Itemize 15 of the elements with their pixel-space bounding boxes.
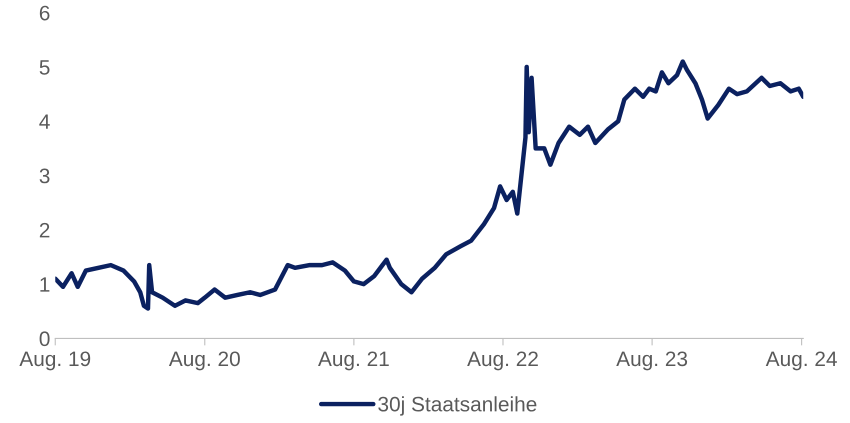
- y-tick-label: 4: [39, 114, 50, 129]
- x-tick-label: Aug. 20: [168, 351, 240, 370]
- y-tick-label: 2: [40, 222, 50, 238]
- x-tick-label: Aug. 24: [766, 351, 837, 370]
- y-tick-label: 1: [40, 277, 50, 292]
- line-series: [55, 59, 804, 311]
- y-tick-label: 5: [40, 60, 50, 75]
- x-tick-label: Aug. 19: [19, 351, 90, 370]
- y-tick-label: 6: [40, 6, 50, 20]
- legend-label: 30j Staatsanleihe: [378, 396, 536, 416]
- x-tick-label: Aug. 21: [318, 351, 389, 370]
- y-tick-label: 0: [40, 331, 50, 346]
- y-tick-label: 3: [40, 168, 50, 184]
- x-tick-label: Aug. 22: [467, 351, 538, 370]
- x-tick-label: Aug. 23: [616, 351, 688, 370]
